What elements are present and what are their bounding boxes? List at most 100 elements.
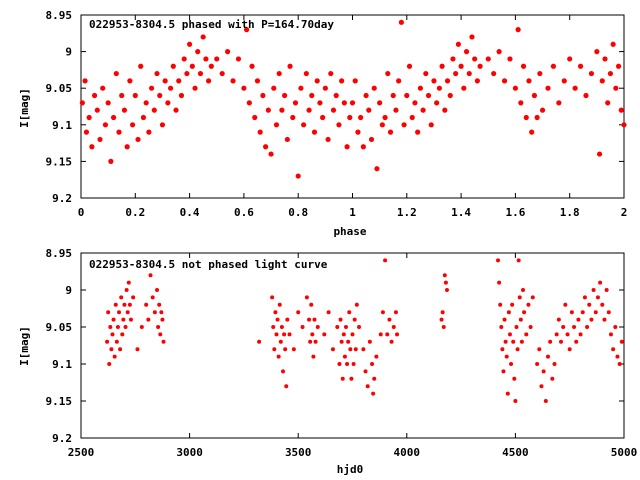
data-point <box>284 136 290 143</box>
data-point <box>116 129 122 135</box>
data-point <box>157 302 162 307</box>
data-point <box>463 49 470 55</box>
axis-ticks: 0 0.2 0.4 0.6 0.8 1 1.2 1.4 1.6 1.8 2 8.95 9 9.05 9.1 9… <box>46 9 628 219</box>
y-tick-label: 9.05 <box>46 82 73 95</box>
data-point <box>298 85 304 91</box>
data-point <box>396 78 402 84</box>
data-point <box>444 288 449 292</box>
data-point <box>578 332 583 337</box>
data-point <box>434 100 440 106</box>
data-point <box>225 49 231 55</box>
data-point <box>139 325 144 329</box>
data-point <box>498 302 503 307</box>
data-point <box>458 63 464 69</box>
data-point <box>214 56 220 62</box>
data-point <box>352 78 358 84</box>
x-tick-label: 2500 <box>68 446 95 459</box>
data-point <box>105 100 111 106</box>
data-point <box>105 339 110 344</box>
data-point <box>306 107 312 113</box>
data-point <box>283 347 288 352</box>
phased-light-curve-panel: 0 0.2 0.4 0.6 0.8 1 1.2 1.4 1.6 1.8 2 8.95 9 9.05 9.1 9… <box>18 9 627 238</box>
data-point <box>113 302 118 307</box>
data-point <box>340 376 345 381</box>
data-point <box>189 63 195 69</box>
data-point <box>387 317 392 322</box>
data-point <box>109 347 114 352</box>
x-tick-label: 1.4 <box>451 206 471 219</box>
data-point <box>617 362 622 366</box>
data-point <box>126 280 131 285</box>
data-point <box>127 302 132 307</box>
data-point <box>412 100 418 106</box>
data-point <box>608 332 613 337</box>
data-point <box>284 384 289 389</box>
data-point <box>425 92 432 99</box>
data-point <box>100 85 106 91</box>
data-point <box>181 56 187 62</box>
data-point <box>393 107 399 113</box>
data-point <box>97 136 103 143</box>
data-point <box>219 70 225 77</box>
data-point <box>541 369 546 374</box>
unphased-light-curve-panel: 2500 3000 3500 4000 4500 5000 8.95 9 9.05 9.1 9.15… <box>18 247 637 476</box>
data-point <box>282 92 288 99</box>
data-point <box>372 376 377 381</box>
data-point <box>447 92 453 99</box>
data-point <box>257 339 262 344</box>
data-point <box>600 302 605 307</box>
data-point <box>111 317 116 322</box>
data-point <box>420 107 426 113</box>
data-point <box>235 56 242 62</box>
data-point <box>513 399 518 403</box>
data-point <box>576 317 581 322</box>
data-point <box>535 362 540 366</box>
data-point <box>485 56 491 62</box>
data-point <box>187 41 193 47</box>
data-point <box>556 317 561 322</box>
data-point <box>363 92 369 99</box>
data-point <box>543 399 548 403</box>
x-tick-label: 3000 <box>176 446 203 459</box>
data-point <box>304 295 309 300</box>
data-point <box>320 114 326 121</box>
data-point <box>132 92 138 99</box>
data-point <box>347 310 352 315</box>
data-point <box>86 114 92 121</box>
data-point <box>271 325 276 329</box>
x-tick-label: 1.6 <box>505 206 525 219</box>
data-point <box>585 325 590 329</box>
data-point <box>311 354 316 359</box>
data-point <box>621 122 627 128</box>
data-point <box>273 122 280 128</box>
data-point <box>605 100 611 106</box>
data-point <box>442 273 447 278</box>
data-point <box>367 339 372 344</box>
data-point <box>314 78 320 84</box>
data-point <box>339 78 345 84</box>
data-point <box>143 100 149 106</box>
data-point <box>113 70 119 77</box>
data-point <box>106 310 111 315</box>
data-point <box>173 107 179 113</box>
data-point <box>347 114 353 121</box>
data-point <box>561 78 567 84</box>
data-point <box>146 129 152 135</box>
data-point <box>552 362 557 366</box>
data-point <box>131 295 136 300</box>
data-point <box>287 332 292 337</box>
data-point <box>128 317 133 322</box>
data-point <box>530 295 535 300</box>
data-point <box>517 295 522 300</box>
data-point <box>344 144 350 150</box>
plot-frame <box>80 14 625 199</box>
axis-ticks: 2500 3000 3500 4000 4500 5000 8.95 9 9.05 9.1 9.15… <box>46 247 638 459</box>
x-tick-label: 1.8 <box>560 206 580 219</box>
data-point <box>107 362 112 366</box>
data-point <box>361 347 366 352</box>
plot-frame <box>80 252 625 439</box>
data-point <box>152 310 157 315</box>
data-point <box>596 151 603 157</box>
data-point <box>387 129 394 135</box>
data-point <box>313 339 318 344</box>
